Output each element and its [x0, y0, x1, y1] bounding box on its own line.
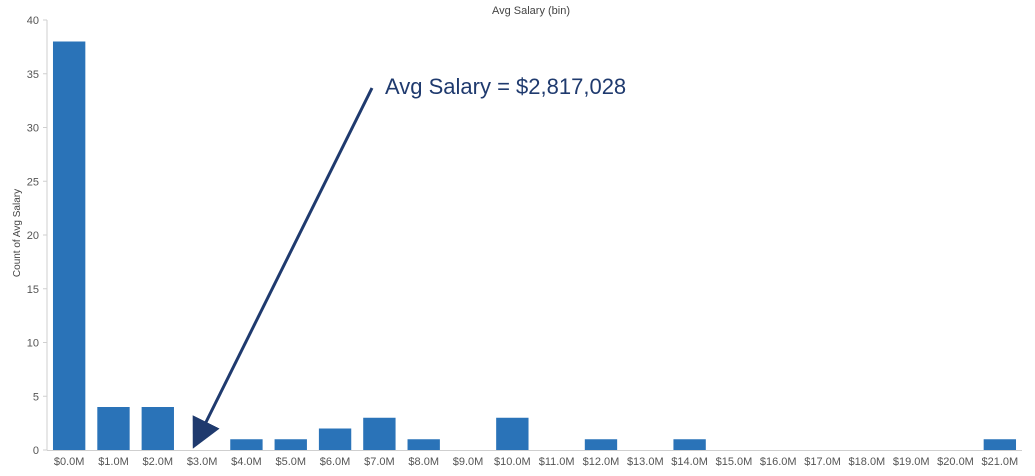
x-tick-label: $18.0M [849, 456, 886, 468]
y-tick-label: 40 [27, 15, 39, 27]
x-tick-label: $13.0M [627, 456, 664, 468]
bar [97, 407, 130, 450]
x-tick-label: $5.0M [275, 456, 306, 468]
bar [230, 439, 263, 450]
bar [141, 407, 174, 450]
x-tick-label: $11.0M [539, 456, 575, 468]
x-tick-label: $6.0M [320, 456, 351, 468]
y-tick-label: 30 [27, 123, 39, 135]
x-axis-ticks: $0.0M $1.0M $2.0M $3.0M $4.0M $5.0M $6.0M $7.0M… [54, 456, 1018, 468]
x-tick-label: $14.0M [671, 456, 708, 468]
x-tick-label: $4.0M [231, 456, 262, 468]
x-tick-label: $3.0M [187, 456, 218, 468]
x-tick-label: $16.0M [760, 456, 797, 468]
bar [407, 439, 440, 450]
x-tick-label: $2.0M [143, 456, 174, 468]
y-tick-label: 35 [27, 69, 39, 81]
bars [52, 41, 1017, 450]
y-tick-label: 20 [27, 230, 39, 242]
chart-title: Avg Salary (bin) [492, 5, 570, 17]
x-tick-label: $19.0M [893, 456, 930, 468]
x-tick-label: $20.0M [937, 456, 974, 468]
x-tick-label: $21.0M [981, 456, 1018, 468]
y-tick-label: 15 [27, 284, 39, 296]
x-tick-label: $10.0M [494, 456, 531, 468]
y-axis-ticks: 0 5 10 15 20 25 30 35 40 [27, 15, 47, 457]
x-tick-label: $8.0M [408, 456, 439, 468]
x-tick-label: $7.0M [364, 456, 395, 468]
bar [52, 41, 86, 450]
x-tick-label: $1.0M [98, 456, 129, 468]
x-tick-label: $12.0M [583, 456, 620, 468]
y-tick-label: 0 [33, 445, 39, 457]
x-tick-label: $9.0M [453, 456, 484, 468]
bar [363, 417, 396, 450]
y-tick-label: 25 [27, 176, 39, 188]
y-tick-label: 5 [33, 391, 39, 403]
annotation-arrow [192, 87, 374, 449]
x-tick-label: $17.0M [804, 456, 841, 468]
y-tick-label: 10 [27, 338, 39, 350]
bar [584, 439, 618, 450]
y-axis-label: Count of Avg Salary [12, 189, 23, 277]
bar [318, 428, 352, 450]
x-tick-label: $15.0M [716, 456, 753, 468]
bar [983, 439, 1017, 450]
bar [274, 439, 307, 450]
x-tick-label: $0.0M [54, 456, 85, 468]
bar [673, 439, 706, 450]
annotation-text: Avg Salary = $2,817,028 [385, 74, 626, 99]
bar [496, 417, 529, 450]
